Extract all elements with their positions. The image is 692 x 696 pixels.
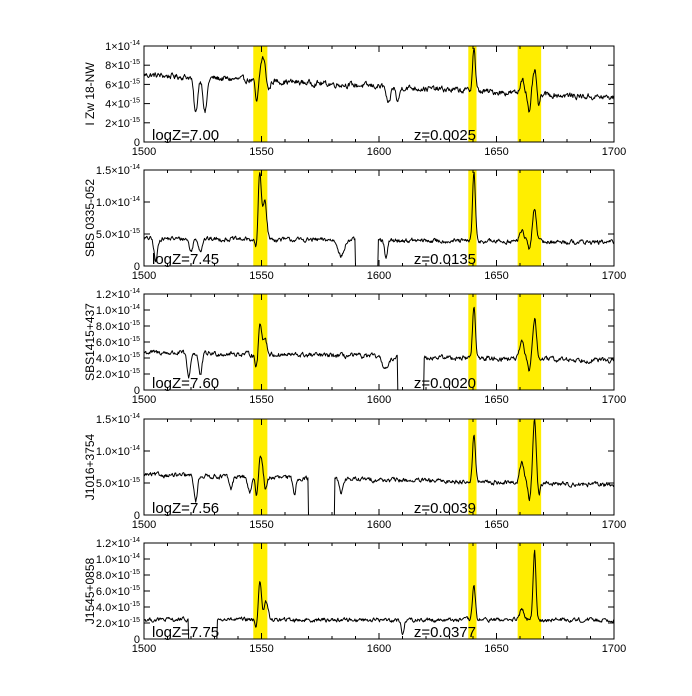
x-tick-label: 1550 — [249, 519, 273, 531]
y-tick-label: 2×10-15 — [105, 117, 140, 130]
y-axis-label: I Zw 18-NW — [83, 62, 97, 126]
highlight-band — [253, 294, 268, 390]
y-tick-label: 1.2×10-14 — [96, 537, 140, 550]
x-tick-label: 1650 — [484, 519, 508, 531]
highlight-band — [468, 294, 477, 390]
highlight-band — [468, 543, 477, 639]
y-tick-label: 6.0×10-15 — [96, 336, 140, 349]
x-tick-label: 1700 — [602, 270, 626, 282]
annotation-redshift: z=0.0025 — [414, 127, 476, 144]
y-tick-label: 8.0×10-15 — [96, 569, 140, 582]
y-tick-label: 1.0×10-14 — [96, 445, 140, 458]
annotation-metallicity: logZ=7.56 — [152, 500, 219, 517]
y-tick-label: 5.0×10-15 — [96, 228, 140, 241]
annotation-redshift: z=0.0039 — [414, 500, 476, 517]
y-tick-label: 2.0×10-15 — [96, 617, 140, 630]
y-tick-label: 4.0×10-15 — [96, 601, 140, 614]
spectrum-line — [143, 306, 615, 391]
y-tick-label: 1.0×10-14 — [96, 196, 140, 209]
spectrum-line — [143, 171, 615, 267]
x-tick-label: 1500 — [132, 643, 156, 655]
x-tick-label: 1550 — [249, 270, 273, 282]
highlight-band — [253, 419, 268, 515]
highlight-band — [468, 170, 477, 266]
annotation-redshift: z=0.0135 — [414, 251, 476, 268]
highlight-band — [253, 170, 268, 266]
x-tick-label: 1500 — [132, 394, 156, 406]
y-axis-label: SBS1415+437 — [83, 303, 97, 381]
annotation-metallicity: logZ=7.75 — [152, 624, 219, 641]
y-tick-label: 8.0×10-15 — [96, 320, 140, 333]
highlight-band — [468, 419, 477, 515]
x-tick-label: 1600 — [367, 519, 391, 531]
x-tick-label: 1600 — [367, 146, 391, 158]
highlight-band — [468, 46, 477, 142]
x-tick-label: 1700 — [602, 394, 626, 406]
y-tick-label: 6.0×10-15 — [96, 585, 140, 598]
x-tick-label: 1500 — [132, 146, 156, 158]
y-tick-label: 1.0×10-14 — [96, 304, 140, 317]
x-tick-label: 1600 — [367, 394, 391, 406]
x-tick-label: 1650 — [484, 643, 508, 655]
annotation-redshift: z=0.0020 — [414, 375, 476, 392]
x-tick-label: 1700 — [602, 519, 626, 531]
x-tick-label: 1500 — [132, 519, 156, 531]
spectrum-line — [143, 47, 615, 114]
x-tick-label: 1550 — [249, 643, 273, 655]
panel-2: 1500 1550 1600 1650 1700 0 5.0×10-15 1.0×10-14 1… — [83, 164, 626, 282]
panel-1: 1500 1550 1600 1650 1700 0 2×10-15 4×10-15 6×10-… — [83, 40, 626, 158]
highlight-band — [517, 170, 542, 266]
highlight-band — [517, 294, 542, 390]
x-tick-label: 1550 — [249, 146, 273, 158]
x-tick-label: 1700 — [602, 643, 626, 655]
y-tick-label: 0 — [134, 634, 140, 646]
annotation-metallicity: logZ=7.45 — [152, 251, 219, 268]
y-tick-label: 0 — [134, 261, 140, 273]
y-tick-label: 1.0×10-14 — [96, 553, 140, 566]
x-tick-label: 1700 — [602, 146, 626, 158]
x-tick-label: 1500 — [132, 270, 156, 282]
highlight-band — [517, 419, 542, 515]
panel-4: 1500 1550 1600 1650 1700 0 5.0×10-15 1.0×10-14 1… — [83, 413, 626, 531]
y-axis-label: J1545+0858 — [83, 557, 97, 624]
panel-3: 1500 1550 1600 1650 1700 0 2.0×10-15 4.0×10-15 6… — [83, 288, 626, 406]
y-tick-label: 8×10-15 — [105, 59, 140, 72]
y-tick-label: 0 — [134, 385, 140, 397]
y-axis-label: J1016+3754 — [83, 433, 97, 500]
y-tick-label: 4.0×10-15 — [96, 352, 140, 365]
y-tick-label: 5.0×10-15 — [96, 477, 140, 490]
highlight-band — [517, 543, 542, 639]
x-tick-label: 1650 — [484, 394, 508, 406]
panel-5: 1500 1550 1600 1650 1700 0 2.0×10-15 4.0×10-15 6… — [83, 537, 626, 655]
annotation-metallicity: logZ=7.60 — [152, 375, 219, 392]
spectrum-line — [143, 418, 615, 516]
y-tick-label: 1.5×10-14 — [96, 413, 140, 426]
x-tick-label: 1600 — [367, 643, 391, 655]
y-tick-label: 1.2×10-14 — [96, 288, 140, 301]
y-tick-label: 6×10-15 — [105, 78, 140, 91]
highlight-band — [253, 46, 268, 142]
x-tick-label: 1650 — [484, 146, 508, 158]
y-tick-label: 4×10-15 — [105, 98, 140, 111]
x-tick-label: 1600 — [367, 270, 391, 282]
y-tick-label: 0 — [134, 510, 140, 522]
spectrum-line — [143, 549, 615, 640]
y-axis-label: SBS 0335-052 — [83, 179, 97, 257]
x-tick-label: 1550 — [249, 394, 273, 406]
annotation-redshift: z=0.0377 — [414, 624, 476, 641]
y-tick-label: 1×10-14 — [105, 40, 140, 53]
x-tick-label: 1650 — [484, 270, 508, 282]
y-tick-label: 0 — [134, 137, 140, 149]
annotation-metallicity: logZ=7.00 — [152, 127, 219, 144]
y-tick-label: 1.5×10-14 — [96, 164, 140, 177]
y-tick-label: 2.0×10-15 — [96, 368, 140, 381]
highlight-band — [253, 543, 268, 639]
